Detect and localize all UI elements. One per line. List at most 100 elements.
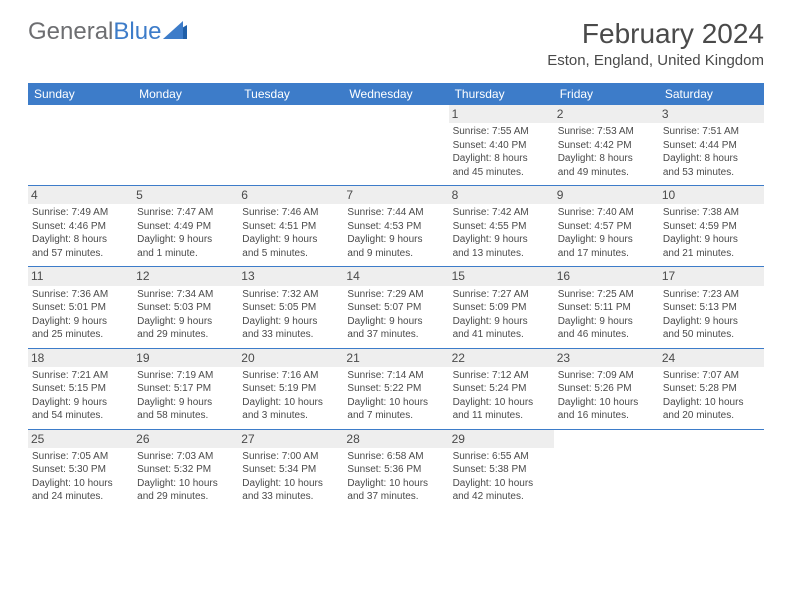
sunrise-line: Sunrise: 7:49 AM: [32, 206, 129, 220]
sunrise-line: Sunrise: 7:16 AM: [242, 369, 339, 383]
calendar-cell: [659, 429, 764, 510]
day-number: 12: [133, 267, 238, 285]
dl1-line: Daylight: 10 hours: [453, 477, 550, 491]
day-number: 5: [133, 186, 238, 204]
sunrise-line: Sunrise: 7:03 AM: [137, 450, 234, 464]
calendar-cell: 10Sunrise: 7:38 AMSunset: 4:59 PMDayligh…: [659, 186, 764, 267]
dl1-line: Daylight: 10 hours: [558, 396, 655, 410]
sunrise-line: Sunrise: 7:12 AM: [453, 369, 550, 383]
sunset-line: Sunset: 4:40 PM: [453, 139, 550, 153]
calendar-cell: 22Sunrise: 7:12 AMSunset: 5:24 PMDayligh…: [449, 348, 554, 429]
sunset-line: Sunset: 5:22 PM: [347, 382, 444, 396]
sunset-line: Sunset: 5:13 PM: [663, 301, 760, 315]
dl2-line: and 9 minutes.: [347, 247, 444, 261]
dl2-line: and 42 minutes.: [453, 490, 550, 504]
sunset-line: Sunset: 5:17 PM: [137, 382, 234, 396]
dl1-line: Daylight: 9 hours: [663, 233, 760, 247]
calendar-row: 4Sunrise: 7:49 AMSunset: 4:46 PMDaylight…: [28, 186, 764, 267]
dl2-line: and 58 minutes.: [137, 409, 234, 423]
sunrise-line: Sunrise: 7:14 AM: [347, 369, 444, 383]
day-number: 8: [449, 186, 554, 204]
dl1-line: Daylight: 9 hours: [453, 233, 550, 247]
dl1-line: Daylight: 9 hours: [242, 233, 339, 247]
calendar-cell: 24Sunrise: 7:07 AMSunset: 5:28 PMDayligh…: [659, 348, 764, 429]
calendar-cell: [133, 105, 238, 186]
calendar-page: GeneralBlue February 2024 Eston, England…: [0, 0, 792, 510]
dl1-line: Daylight: 9 hours: [347, 315, 444, 329]
dl2-line: and 29 minutes.: [137, 328, 234, 342]
calendar-cell: 4Sunrise: 7:49 AMSunset: 4:46 PMDaylight…: [28, 186, 133, 267]
brand-text-2: Blue: [113, 18, 161, 46]
dl2-line: and 33 minutes.: [242, 490, 339, 504]
sunset-line: Sunset: 4:59 PM: [663, 220, 760, 234]
sunrise-line: Sunrise: 7:47 AM: [137, 206, 234, 220]
dl2-line: and 46 minutes.: [558, 328, 655, 342]
calendar-cell: 5Sunrise: 7:47 AMSunset: 4:49 PMDaylight…: [133, 186, 238, 267]
day-number: 7: [343, 186, 448, 204]
dl1-line: Daylight: 9 hours: [137, 396, 234, 410]
dl2-line: and 37 minutes.: [347, 328, 444, 342]
dl2-line: and 21 minutes.: [663, 247, 760, 261]
day-number: 16: [554, 267, 659, 285]
calendar-cell: 18Sunrise: 7:21 AMSunset: 5:15 PMDayligh…: [28, 348, 133, 429]
calendar-cell: 29 Sunrise: 6:55 AMSunset: 5:38 PMDayligh…: [449, 429, 554, 510]
day-number: 18: [28, 349, 133, 367]
sunset-line: Sunset: 5:11 PM: [558, 301, 655, 315]
dl1-line: Daylight: 10 hours: [242, 477, 339, 491]
day-number: 22: [449, 349, 554, 367]
dl1-line: Daylight: 9 hours: [242, 315, 339, 329]
sunset-line: Sunset: 4:55 PM: [453, 220, 550, 234]
day-number: 29: [449, 430, 554, 448]
sunset-line: Sunset: 5:26 PM: [558, 382, 655, 396]
sunset-line: Sunset: 5:30 PM: [32, 463, 129, 477]
calendar-cell: 16Sunrise: 7:25 AMSunset: 5:11 PMDayligh…: [554, 267, 659, 348]
sunset-line: Sunset: 5:32 PM: [137, 463, 234, 477]
weekday-col: Sunday: [28, 83, 133, 105]
dl1-line: Daylight: 10 hours: [453, 396, 550, 410]
day-number: 9: [554, 186, 659, 204]
dl1-line: Daylight: 9 hours: [663, 315, 760, 329]
calendar-cell: 2Sunrise: 7:53 AMSunset: 4:42 PMDaylight…: [554, 105, 659, 186]
calendar-cell: 23Sunrise: 7:09 AMSunset: 5:26 PMDayligh…: [554, 348, 659, 429]
calendar-table: Sunday Monday Tuesday Wednesday Thursday…: [28, 83, 764, 510]
sunrise-line: Sunrise: 7:40 AM: [558, 206, 655, 220]
month-title: February 2024: [547, 18, 764, 50]
sunset-line: Sunset: 5:38 PM: [453, 463, 550, 477]
dl2-line: and 24 minutes.: [32, 490, 129, 504]
sunrise-line: Sunrise: 6:55 AM: [453, 450, 550, 464]
sunset-line: Sunset: 4:42 PM: [558, 139, 655, 153]
sunset-line: Sunset: 4:57 PM: [558, 220, 655, 234]
sunrise-line: Sunrise: 7:51 AM: [663, 125, 760, 139]
day-number: 27: [238, 430, 343, 448]
sunrise-line: Sunrise: 7:46 AM: [242, 206, 339, 220]
calendar-cell: [343, 105, 448, 186]
calendar-cell: 20Sunrise: 7:16 AMSunset: 5:19 PMDayligh…: [238, 348, 343, 429]
title-block: February 2024 Eston, England, United Kin…: [547, 18, 764, 69]
sunrise-line: Sunrise: 7:05 AM: [32, 450, 129, 464]
weekday-col: Friday: [554, 83, 659, 105]
day-number: 23: [554, 349, 659, 367]
calendar-cell: 19Sunrise: 7:19 AMSunset: 5:17 PMDayligh…: [133, 348, 238, 429]
dl1-line: Daylight: 9 hours: [558, 233, 655, 247]
dl2-line: and 20 minutes.: [663, 409, 760, 423]
sunset-line: Sunset: 5:05 PM: [242, 301, 339, 315]
dl1-line: Daylight: 10 hours: [347, 396, 444, 410]
sunset-line: Sunset: 5:09 PM: [453, 301, 550, 315]
sunrise-line: Sunrise: 7:32 AM: [242, 288, 339, 302]
day-number: 19: [133, 349, 238, 367]
weekday-col: Saturday: [659, 83, 764, 105]
dl1-line: Daylight: 8 hours: [32, 233, 129, 247]
dl2-line: and 25 minutes.: [32, 328, 129, 342]
sunset-line: Sunset: 5:01 PM: [32, 301, 129, 315]
calendar-cell: [28, 105, 133, 186]
calendar-cell: 14Sunrise: 7:29 AMSunset: 5:07 PMDayligh…: [343, 267, 448, 348]
location-text: Eston, England, United Kingdom: [547, 52, 764, 69]
sunrise-line: Sunrise: 7:25 AM: [558, 288, 655, 302]
dl1-line: Daylight: 10 hours: [663, 396, 760, 410]
sunset-line: Sunset: 4:49 PM: [137, 220, 234, 234]
calendar-cell: 3Sunrise: 7:51 AMSunset: 4:44 PMDaylight…: [659, 105, 764, 186]
calendar-cell: 12Sunrise: 7:34 AMSunset: 5:03 PMDayligh…: [133, 267, 238, 348]
dl1-line: Daylight: 8 hours: [558, 152, 655, 166]
sunrise-line: Sunrise: 7:36 AM: [32, 288, 129, 302]
dl2-line: and 53 minutes.: [663, 166, 760, 180]
